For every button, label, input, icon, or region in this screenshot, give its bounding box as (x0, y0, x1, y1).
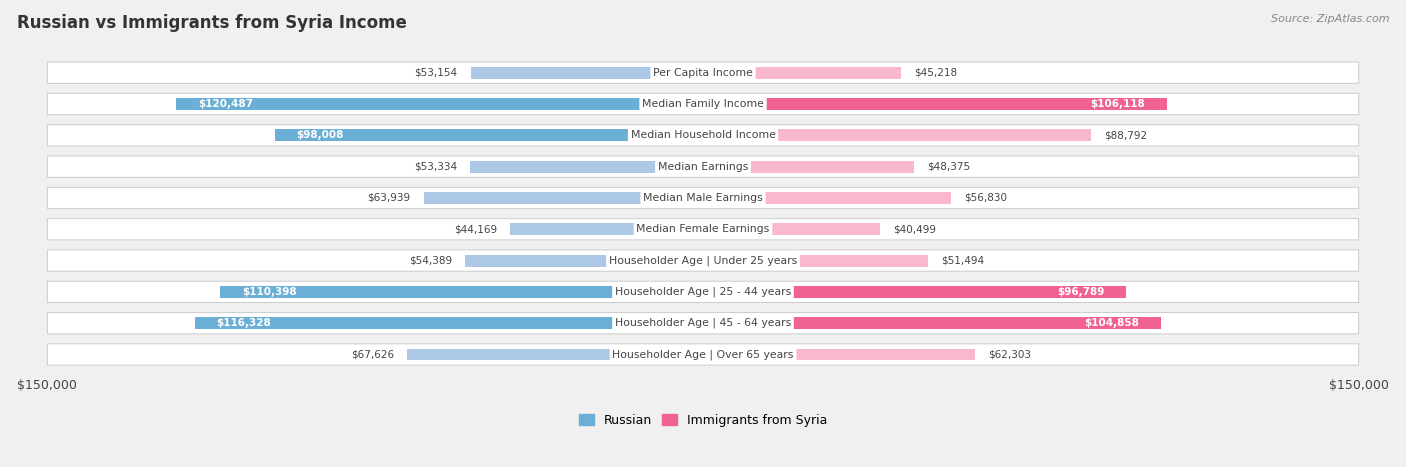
FancyBboxPatch shape (48, 219, 1358, 240)
Bar (510, 223, 703, 235)
Text: $120,487: $120,487 (198, 99, 253, 109)
Bar (703, 98, 1167, 110)
Bar (703, 348, 976, 361)
FancyBboxPatch shape (48, 93, 1358, 115)
Text: $67,626: $67,626 (352, 349, 394, 360)
Bar (703, 161, 914, 173)
Text: Householder Age | 45 - 64 years: Householder Age | 45 - 64 years (614, 318, 792, 328)
Bar (703, 255, 928, 267)
Bar (221, 286, 703, 298)
Text: $88,792: $88,792 (1104, 130, 1147, 140)
Bar (703, 67, 901, 78)
FancyBboxPatch shape (48, 125, 1358, 146)
Bar (176, 98, 703, 110)
FancyBboxPatch shape (48, 312, 1358, 334)
Text: $56,830: $56,830 (965, 193, 1008, 203)
Text: Householder Age | Over 65 years: Householder Age | Over 65 years (612, 349, 794, 360)
Text: $63,939: $63,939 (367, 193, 411, 203)
Text: Median Family Income: Median Family Income (643, 99, 763, 109)
FancyBboxPatch shape (48, 281, 1358, 303)
Text: $45,218: $45,218 (914, 68, 957, 78)
Text: $54,389: $54,389 (409, 255, 453, 266)
Text: $48,375: $48,375 (928, 162, 970, 172)
Text: Median Male Earnings: Median Male Earnings (643, 193, 763, 203)
Text: Median Household Income: Median Household Income (630, 130, 776, 140)
Text: $62,303: $62,303 (988, 349, 1032, 360)
Bar (703, 317, 1161, 329)
Bar (703, 286, 1126, 298)
Bar (194, 317, 703, 329)
Text: Source: ZipAtlas.com: Source: ZipAtlas.com (1271, 14, 1389, 24)
Bar (423, 192, 703, 204)
Text: Median Earnings: Median Earnings (658, 162, 748, 172)
Text: $53,334: $53,334 (413, 162, 457, 172)
Bar (465, 255, 703, 267)
Bar (274, 129, 703, 142)
Text: $104,858: $104,858 (1084, 318, 1139, 328)
Text: $53,154: $53,154 (415, 68, 457, 78)
FancyBboxPatch shape (48, 187, 1358, 209)
Bar (703, 192, 952, 204)
Bar (470, 161, 703, 173)
Bar (703, 223, 880, 235)
Text: $51,494: $51,494 (941, 255, 984, 266)
Text: $98,008: $98,008 (297, 130, 344, 140)
Text: Householder Age | 25 - 44 years: Householder Age | 25 - 44 years (614, 287, 792, 297)
Bar (408, 348, 703, 361)
Text: $96,789: $96,789 (1057, 287, 1104, 297)
Text: Householder Age | Under 25 years: Householder Age | Under 25 years (609, 255, 797, 266)
FancyBboxPatch shape (48, 156, 1358, 177)
Legend: Russian, Immigrants from Syria: Russian, Immigrants from Syria (579, 414, 827, 427)
Bar (471, 67, 703, 78)
Text: $110,398: $110,398 (242, 287, 297, 297)
Text: $116,328: $116,328 (217, 318, 271, 328)
Text: Per Capita Income: Per Capita Income (652, 68, 754, 78)
Text: Median Female Earnings: Median Female Earnings (637, 224, 769, 234)
Text: Russian vs Immigrants from Syria Income: Russian vs Immigrants from Syria Income (17, 14, 406, 32)
FancyBboxPatch shape (48, 344, 1358, 365)
Text: $40,499: $40,499 (893, 224, 936, 234)
FancyBboxPatch shape (48, 62, 1358, 83)
Text: $44,169: $44,169 (454, 224, 496, 234)
FancyBboxPatch shape (48, 250, 1358, 271)
Bar (703, 129, 1091, 142)
Text: $106,118: $106,118 (1090, 99, 1144, 109)
